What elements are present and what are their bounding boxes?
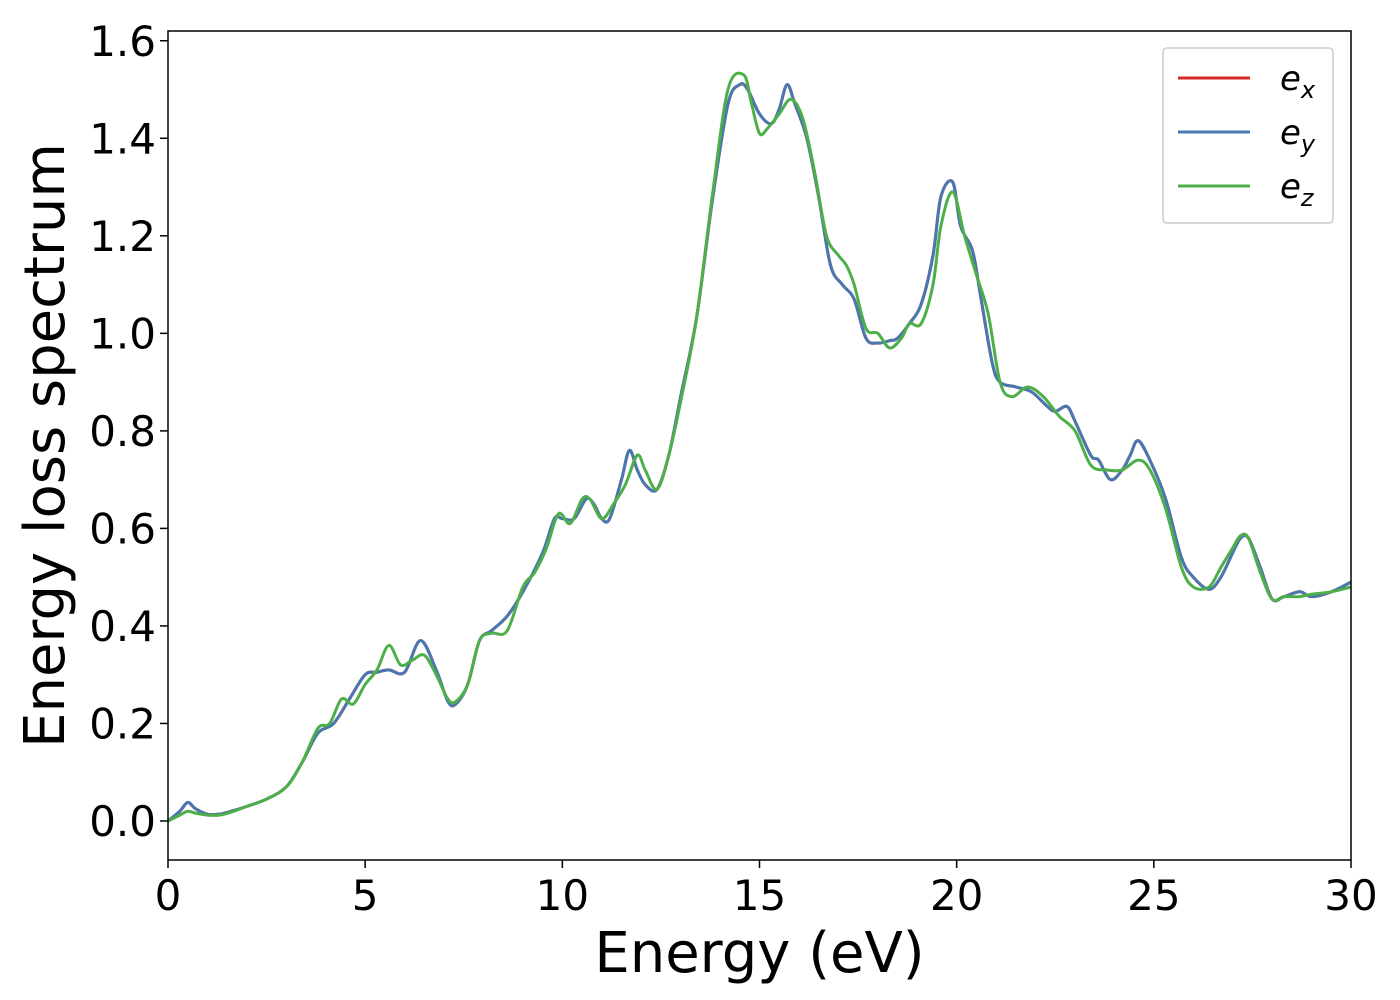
y-axis-label: Energy loss spectrum (13, 143, 78, 748)
x-tick-label: 0 (155, 871, 182, 920)
legend: ex ey ez (1162, 47, 1334, 224)
x-axis-ticks: 0 5 10 15 20 25 30 (155, 860, 1378, 920)
y-axis-ticks: 0.0 0.2 0.4 0.6 0.8 1.0 1.2 1.4 1.6 (89, 17, 168, 846)
x-tick-label: 25 (1127, 871, 1180, 920)
legend-label-y: ey (1280, 113, 1316, 158)
series-line-z (168, 71, 1351, 823)
x-axis-label: Energy (eV) (594, 921, 924, 986)
y-tick-label: 0.0 (89, 797, 156, 846)
legend-item-x: ex (1178, 59, 1316, 104)
legend-item-z: ez (1178, 167, 1315, 212)
y-tick-label: 0.2 (89, 699, 156, 748)
x-tick-label: 5 (352, 871, 379, 920)
y-tick-label: 1.4 (89, 114, 156, 163)
x-tick-label: 30 (1324, 871, 1377, 920)
series-layer (168, 71, 1351, 823)
y-tick-label: 0.4 (89, 602, 156, 651)
y-tick-label: 1.0 (89, 309, 156, 358)
x-tick-label: 10 (536, 871, 589, 920)
legend-box (1162, 47, 1334, 224)
x-tick-label: 15 (733, 871, 786, 920)
legend-label-z: ez (1280, 167, 1315, 212)
x-tick-label: 20 (930, 871, 983, 920)
legend-items: ex ey ez (1178, 59, 1316, 212)
y-tick-label: 1.2 (89, 212, 156, 261)
legend-label-x: ex (1280, 59, 1316, 104)
y-tick-label: 0.8 (89, 407, 156, 456)
y-tick-label: 1.6 (89, 17, 156, 66)
series-line-y (168, 82, 1351, 823)
y-tick-label: 0.6 (89, 504, 156, 553)
legend-item-y: ey (1178, 113, 1316, 158)
